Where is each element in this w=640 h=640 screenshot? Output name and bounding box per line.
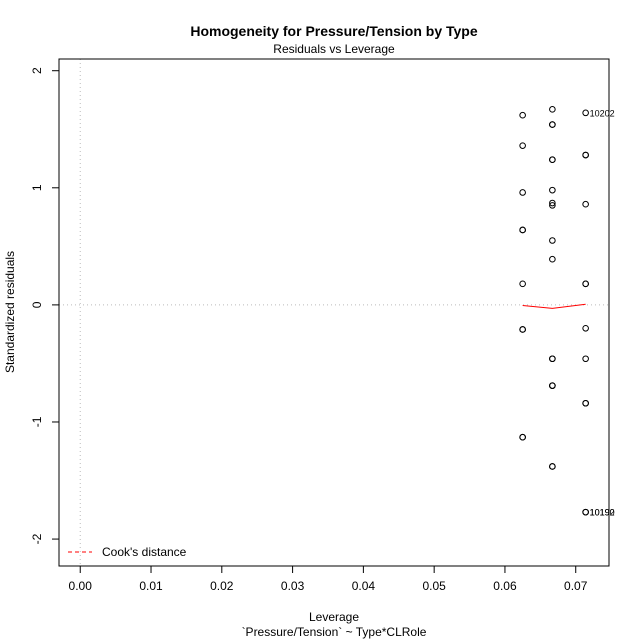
data-point — [549, 355, 556, 363]
data-point — [582, 399, 589, 407]
data-point — [519, 326, 526, 333]
data-point — [549, 199, 556, 207]
y-tick-label: 1 — [30, 184, 44, 191]
chart-subtitle: Residuals vs Leverage — [273, 42, 395, 56]
data-point — [519, 433, 526, 441]
plot-frame — [58, 58, 610, 567]
legend: Cook's distance — [68, 545, 187, 559]
x-tick-label: 0.03 — [281, 579, 305, 593]
data-point — [582, 325, 589, 332]
data-point — [549, 202, 556, 209]
data-point — [549, 156, 556, 163]
x-tick-label: 0.06 — [493, 579, 517, 593]
x-axis-label: Leverage — [309, 610, 359, 624]
data-point — [519, 280, 526, 288]
data-point — [519, 226, 526, 234]
x-tick-label: 0.04 — [352, 579, 376, 593]
y-tick-label: 0 — [30, 301, 44, 308]
x-tick-label: 0.02 — [210, 579, 234, 593]
data-point — [519, 111, 526, 119]
data-point — [582, 280, 589, 288]
legend-label: Cook's distance — [102, 545, 187, 559]
smooth-line — [522, 303, 586, 309]
chart-title: Homogeneity for Pressure/Tension by Type — [190, 23, 478, 39]
data-point — [549, 255, 556, 263]
y-tick-label: 2 — [30, 67, 44, 74]
y-tick-label: -1 — [30, 416, 44, 427]
x-tick-label: 0.07 — [564, 579, 588, 593]
data-point — [582, 200, 589, 208]
model-formula-label: `Pressure/Tension` ~ Type*CLRole — [242, 625, 427, 639]
data-point — [549, 121, 556, 128]
x-tick-label: 0.01 — [139, 579, 163, 593]
data-point — [549, 186, 556, 194]
point-label: 10192 — [590, 508, 615, 518]
data-point — [549, 106, 556, 113]
data-point — [582, 109, 589, 117]
data-point — [549, 463, 556, 470]
data-point — [549, 382, 556, 389]
point-label: 10190 — [590, 508, 615, 518]
data-point — [582, 151, 589, 159]
x-tick-label: 0.00 — [69, 579, 93, 593]
data-point — [582, 355, 589, 363]
data-point — [519, 142, 526, 149]
data-point — [519, 189, 526, 196]
data-point — [549, 237, 556, 244]
y-tick-label: -2 — [30, 533, 44, 544]
x-tick-label: 0.05 — [422, 579, 446, 593]
y-axis-label: Standardized residuals — [3, 251, 17, 373]
data-point — [582, 508, 589, 516]
point-label: 10202 — [590, 108, 615, 118]
